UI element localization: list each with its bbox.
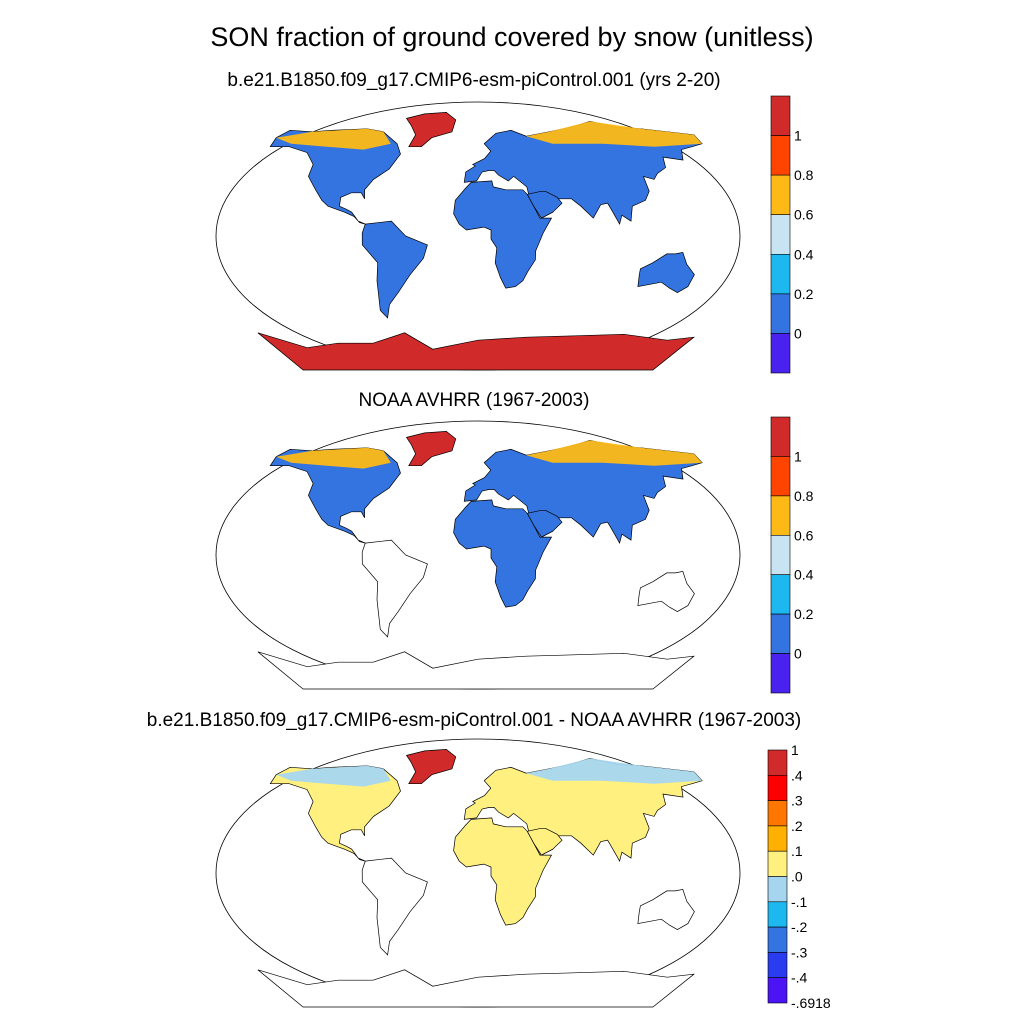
diff-eurasia <box>463 758 703 863</box>
obs-greenland <box>405 431 457 467</box>
diff-northAmerica <box>269 765 401 862</box>
obs-snow-band-0 <box>276 447 391 469</box>
diff-colorbar-box-9 <box>767 977 788 1004</box>
model-africa <box>453 180 553 289</box>
model-colorbar-box-0 <box>770 95 791 136</box>
diff-snow-band-1 <box>526 758 703 784</box>
obs-colorbar-box-2 <box>770 495 791 536</box>
model-colorbar-label-3: 0.4 <box>794 246 814 262</box>
obs-colorbar-label-0: 1 <box>794 448 802 464</box>
model-colorbar-label-5: 0 <box>794 325 802 341</box>
diff-arabia <box>526 827 563 856</box>
diff-colorbar-box-2 <box>767 800 788 827</box>
diff-colorbar-box-0 <box>767 749 788 776</box>
diff-snow-band-0 <box>276 765 391 787</box>
obs-colorbar-box-4 <box>770 574 791 615</box>
obs-colorbar-box-3 <box>770 534 791 575</box>
diff-colorbar-label-0: 1 <box>791 742 799 758</box>
diff-colorbar-label-1: .4 <box>791 767 803 783</box>
obs-southAmerica <box>361 539 428 638</box>
model-colorbar-box-1 <box>770 135 791 176</box>
obs-colorbar-box-6 <box>770 653 791 694</box>
diff-southAmerica <box>361 857 428 956</box>
diff-colorbar-box-7 <box>767 926 788 953</box>
diff-colorbar-label-7: -.2 <box>791 919 808 935</box>
model-antarctica <box>257 332 696 371</box>
model-snow-band-0 <box>276 128 391 150</box>
diff-colorbar-label-5: .0 <box>791 869 803 885</box>
diff-panel-subtitle: b.e21.B1850.f09_g17.CMIP6-esm-piControl.… <box>146 710 802 731</box>
obs-colorbar-label-3: 0.4 <box>794 567 814 583</box>
diff-colorbar-label-10: -.6918 <box>791 995 831 1011</box>
obs-colorbar-label-2: 0.6 <box>794 527 814 543</box>
obs-northAmerica <box>269 447 401 544</box>
model-australia <box>637 251 695 294</box>
obs-australia <box>637 570 695 613</box>
model-colorbar-box-3 <box>770 214 791 255</box>
model-southAmerica <box>361 220 428 319</box>
diff-colorbar-box-3 <box>767 825 788 852</box>
diff-colorbar-label-4: .1 <box>791 843 803 859</box>
diff-greenland <box>405 749 457 785</box>
diff-colorbar-label-3: .2 <box>791 818 803 834</box>
model-colorbar-box-4 <box>770 254 791 295</box>
model-colorbar-box-6 <box>770 333 791 374</box>
diff-colorbar-label-9: -.4 <box>791 970 808 986</box>
obs-panel: 1 0.8 0.6 0.4 0.2 0 <box>215 416 814 694</box>
model-eurasia <box>463 121 703 226</box>
diff-colorbar-box-6 <box>767 901 788 928</box>
model-colorbar-label-4: 0.2 <box>794 286 814 302</box>
obs-colorbar-box-1 <box>770 456 791 497</box>
diff-colorbar-box-1 <box>767 774 788 801</box>
model-colorbar-label-2: 0.6 <box>794 207 814 223</box>
diff-panel: 1 .4 .3 .2 .1 .0 -.1 -.2 -.3 -.4 -.6918 <box>215 738 831 1011</box>
diff-colorbar-label-2: .3 <box>791 793 803 809</box>
obs-antarctica <box>257 651 696 690</box>
obs-eurasia <box>463 440 703 545</box>
model-panel-subtitle: b.e21.B1850.f09_g17.CMIP6-esm-piControl.… <box>227 70 721 91</box>
diff-australia <box>637 888 695 931</box>
obs-panel-subtitle: NOAA AVHRR (1967-2003) <box>358 390 590 411</box>
diff-antarctica <box>257 969 696 1008</box>
obs-colorbar-box-5 <box>770 613 791 654</box>
obs-snow-band-1 <box>526 440 703 466</box>
obs-arabia <box>526 509 563 538</box>
model-colorbar-label-1: 0.8 <box>794 167 814 183</box>
diff-colorbar-label-8: -.3 <box>791 944 808 960</box>
model-greenland <box>405 112 457 148</box>
diff-africa <box>453 817 553 926</box>
obs-colorbar-label-5: 0 <box>794 646 802 662</box>
diff-colorbar-label-6: -.1 <box>791 894 808 910</box>
diff-colorbar-box-5 <box>767 876 788 903</box>
diff-colorbar-box-8 <box>767 952 788 979</box>
diff-colorbar-box-4 <box>767 850 788 877</box>
obs-colorbar-label-1: 0.8 <box>794 488 814 504</box>
model-snow-band-1 <box>526 121 703 147</box>
model-northAmerica <box>269 128 401 225</box>
model-colorbar-box-2 <box>770 174 791 216</box>
figure-title: SON fraction of ground covered by snow (… <box>210 22 814 52</box>
model-arabia <box>526 190 563 219</box>
model-colorbar-label-0: 1 <box>794 128 802 144</box>
obs-colorbar-box-0 <box>770 416 791 457</box>
model-panel: 1 0.8 0.6 0.4 0.2 0 <box>215 95 814 374</box>
obs-colorbar-label-4: 0.2 <box>794 606 814 622</box>
model-colorbar-box-5 <box>770 293 791 334</box>
obs-africa <box>453 499 553 608</box>
